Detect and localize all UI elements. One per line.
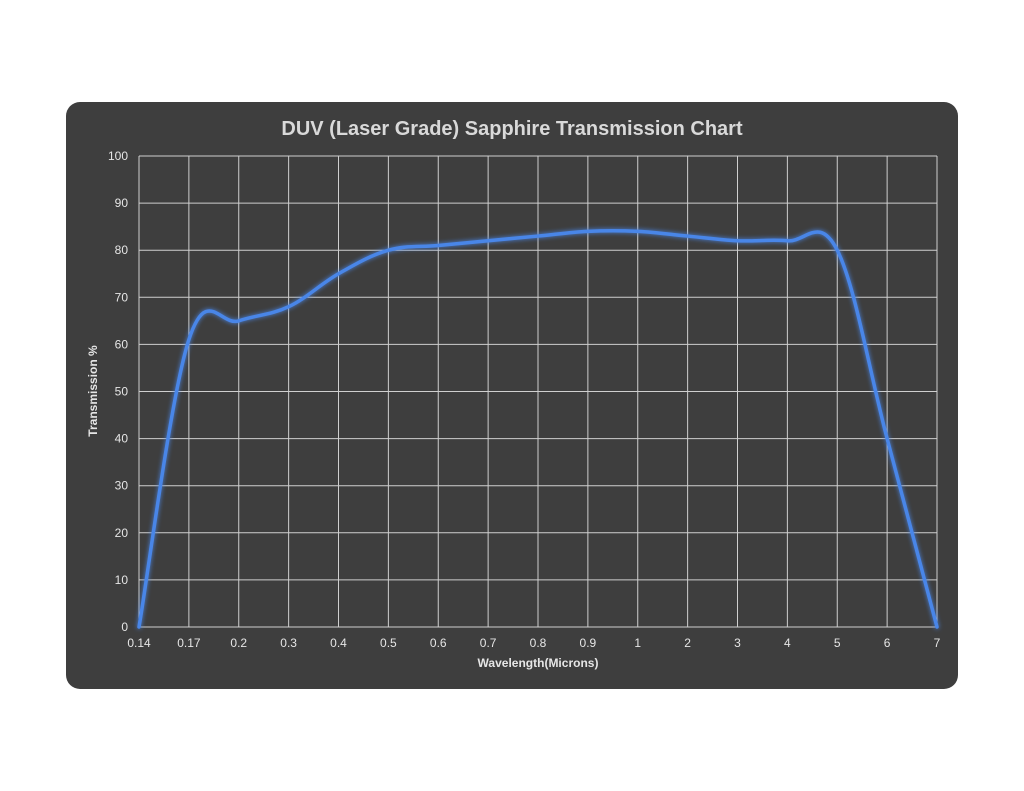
x-tick-label: 0.4 — [330, 636, 347, 650]
x-tick-label: 0.7 — [480, 636, 497, 650]
y-tick-label: 90 — [115, 196, 129, 210]
y-tick-label: 40 — [115, 432, 129, 446]
x-tick-label: 0.9 — [580, 636, 597, 650]
x-tick-label: 5 — [834, 636, 841, 650]
y-tick-label: 100 — [108, 149, 128, 163]
x-tick-label: 2 — [684, 636, 691, 650]
x-tick-label: 0.5 — [380, 636, 397, 650]
y-tick-label: 80 — [115, 243, 129, 257]
x-tick-label: 7 — [934, 636, 941, 650]
tick-labels: 0 10 20 30 40 50 60 70 80 90 100 0.14 0.17 0.2 0.3 0.4 0… — [108, 149, 941, 650]
x-tick-label: 6 — [884, 636, 891, 650]
y-tick-label: 20 — [115, 526, 129, 540]
chart-card — [66, 102, 958, 689]
chart-title: DUV (Laser Grade) Sapphire Transmission … — [281, 118, 743, 140]
x-tick-label: 0.6 — [430, 636, 447, 650]
y-tick-label: 0 — [121, 620, 128, 634]
x-tick-label: 0.8 — [530, 636, 547, 650]
series-layer — [137, 228, 939, 629]
grid — [138, 155, 938, 628]
x-tick-label: 1 — [634, 636, 641, 650]
y-tick-label: 30 — [115, 479, 129, 493]
x-tick-label: 0.17 — [177, 636, 201, 650]
x-tick-label: 0.2 — [230, 636, 247, 650]
y-axis-label: Transmission % — [86, 345, 100, 437]
y-tick-label: 10 — [115, 573, 129, 587]
y-tick-label: 70 — [115, 290, 129, 304]
y-tick-label: 50 — [115, 385, 129, 399]
x-tick-label: 4 — [784, 636, 791, 650]
x-axis-label: Wavelength(Microns) — [478, 656, 599, 670]
x-tick-label: 3 — [734, 636, 741, 650]
x-tick-label: 0.3 — [280, 636, 297, 650]
y-tick-label: 60 — [115, 337, 129, 351]
x-tick-label: 0.14 — [127, 636, 151, 650]
